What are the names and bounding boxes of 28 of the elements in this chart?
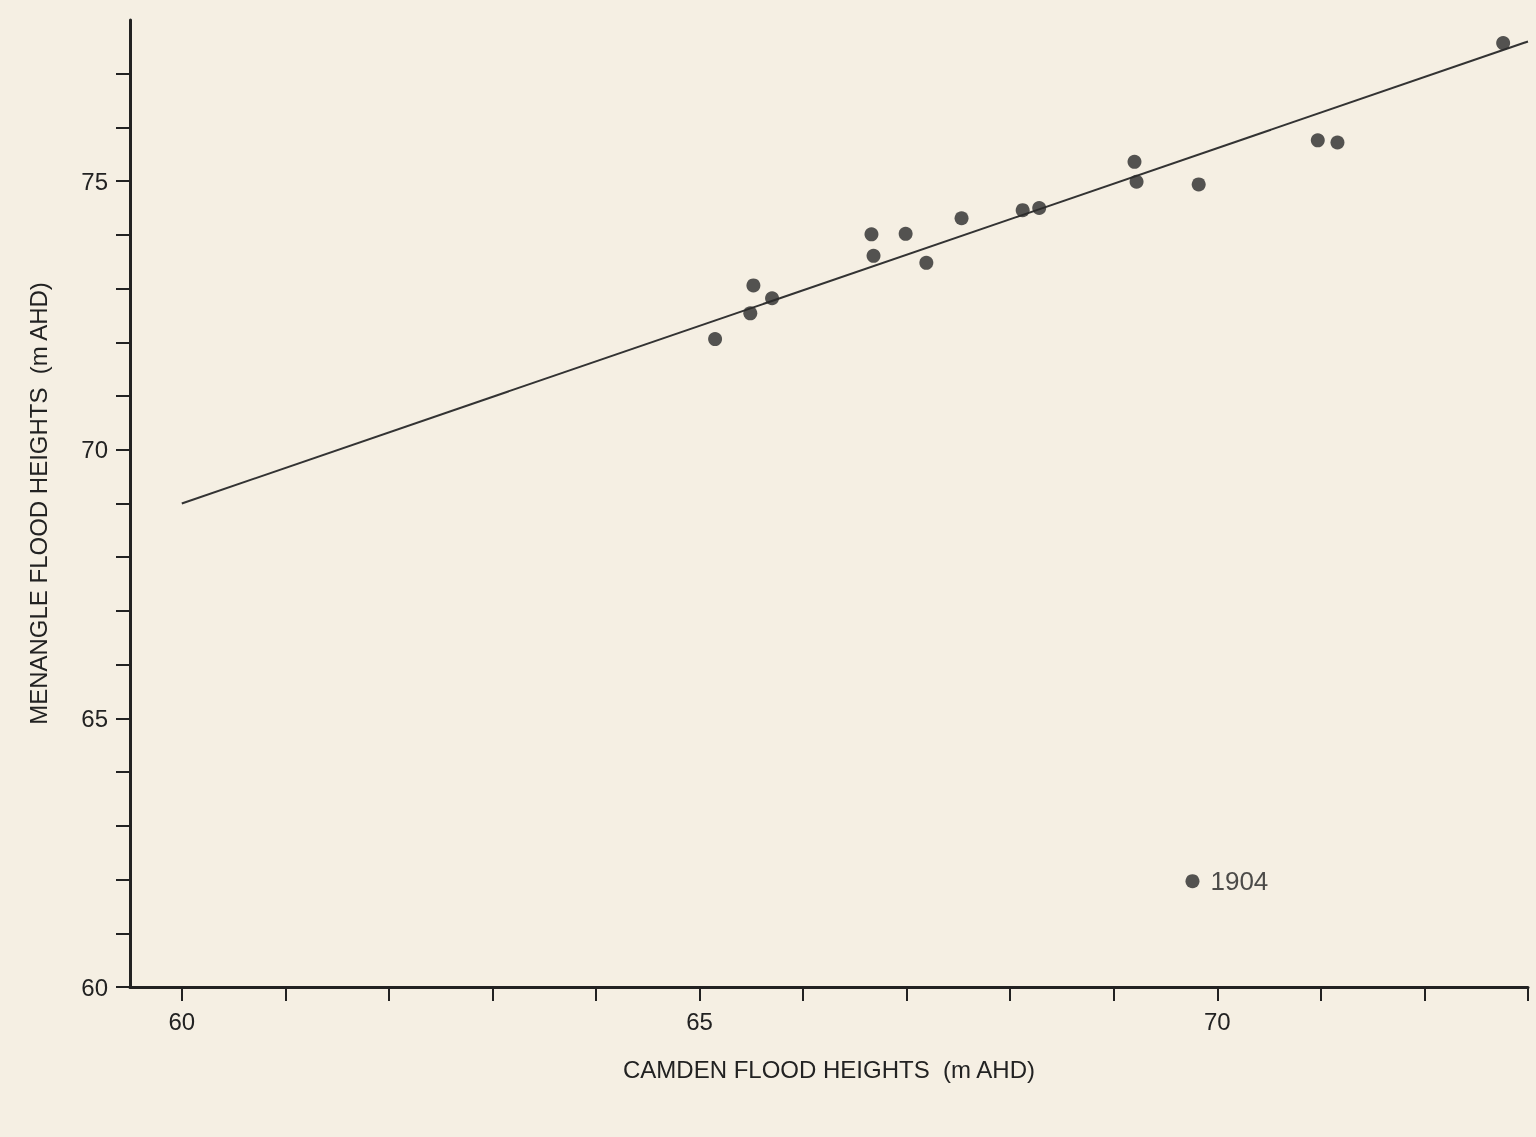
point	[898, 226, 913, 241]
y-tick-label: 75	[81, 167, 108, 195]
point	[1310, 133, 1325, 148]
x-axis-title: CAMDEN FLOOD HEIGHTS (m AHD)	[622, 1055, 1036, 1083]
point	[919, 255, 934, 270]
point	[765, 291, 780, 306]
y-tick-label: 60	[81, 973, 108, 1001]
point	[1127, 154, 1142, 169]
x-tick-label: 65	[686, 1007, 713, 1035]
point	[1185, 874, 1200, 889]
point	[1129, 174, 1144, 189]
point	[1191, 177, 1206, 192]
y-tick-label: 65	[81, 704, 108, 732]
point	[954, 211, 969, 226]
point	[866, 248, 881, 263]
annotation: 1904	[1210, 866, 1269, 897]
y-tick-label: 70	[81, 436, 108, 464]
x-tick-label: 70	[1203, 1007, 1231, 1035]
point	[743, 306, 758, 321]
point	[1032, 201, 1047, 216]
x-tick-label: 60	[168, 1007, 196, 1035]
point	[1496, 36, 1511, 51]
point	[1330, 135, 1345, 150]
point	[746, 278, 761, 293]
y-axis-title: MENANGLE FLOOD HEIGHTS (m AHD)	[24, 282, 52, 725]
point	[1015, 203, 1030, 218]
point	[864, 227, 879, 242]
point	[708, 332, 723, 347]
